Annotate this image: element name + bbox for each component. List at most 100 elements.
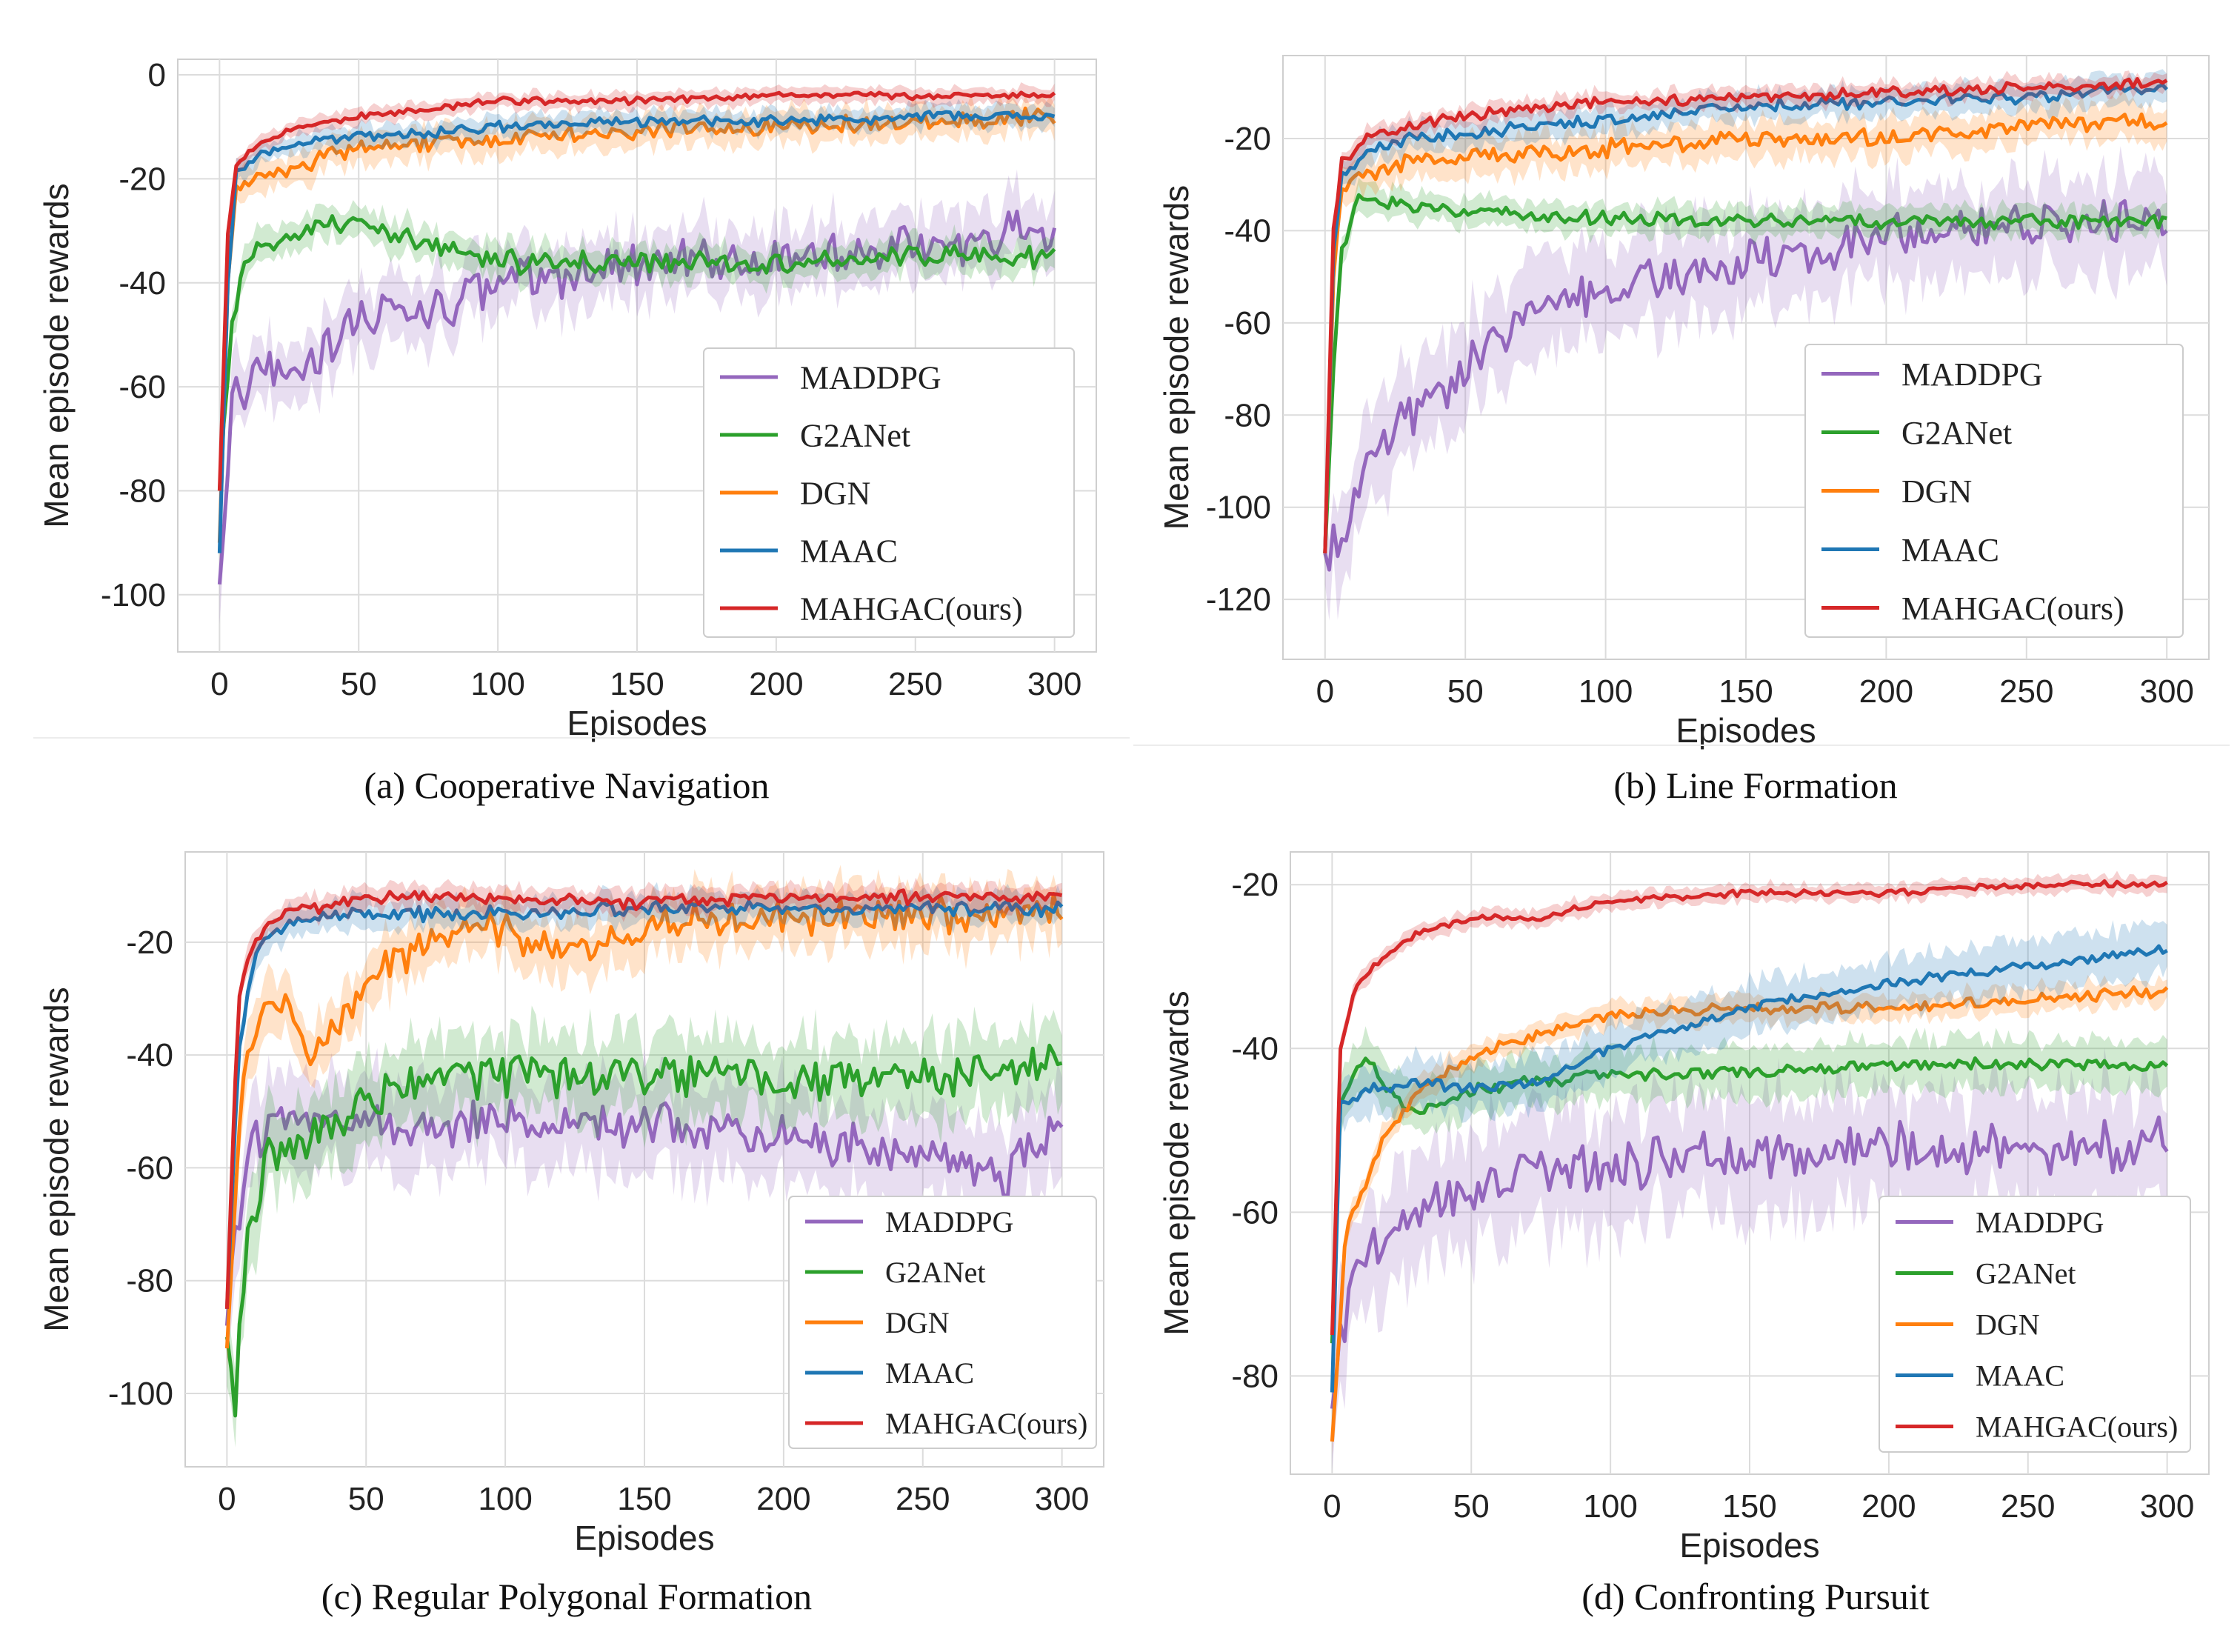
- plot-series-group: [1330, 870, 2169, 1471]
- y-tick-label: -80: [1231, 1358, 1279, 1394]
- y-tick-label: -20: [126, 925, 173, 961]
- series-line-maac: [217, 110, 1056, 553]
- divider: [33, 737, 1130, 739]
- x-tick-label: 0: [1316, 673, 1334, 710]
- y-axis-label: Mean episode rewards: [37, 987, 76, 1331]
- legend-label-mahgac-ours: MAHGAC(ours): [1901, 590, 2124, 627]
- caption-d: (d) Confronting Pursuit: [1581, 1576, 1930, 1617]
- y-tick-label: -80: [119, 473, 166, 509]
- legend-label-dgn: DGN: [800, 475, 870, 511]
- x-tick-label: 100: [470, 666, 524, 702]
- y-tick-label: -100: [1206, 490, 1271, 526]
- legend-label-maddpg: MADDPG: [885, 1205, 1013, 1239]
- legend-label-g2anet: G2ANet: [885, 1256, 986, 1289]
- series-line-mahgac-ours: [1323, 77, 2168, 553]
- series-line-maddpg: [1330, 1115, 2169, 1409]
- x-tick-label: 200: [749, 666, 803, 702]
- series-line-dgn: [217, 106, 1056, 543]
- x-tick-label: 50: [1447, 673, 1484, 710]
- x-tick-label: 150: [610, 666, 664, 702]
- y-tick-label: -100: [101, 577, 166, 613]
- x-tick-label: 150: [1722, 1488, 1776, 1525]
- x-tick-label: 100: [1583, 1488, 1637, 1525]
- y-tick-label: -40: [1231, 1030, 1279, 1067]
- y-tick-label: -60: [126, 1150, 173, 1186]
- legend-label-maac: MAAC: [885, 1356, 974, 1390]
- series-line-g2anet: [217, 214, 1056, 491]
- x-tick-label: 200: [1861, 1488, 1916, 1525]
- legend-box: [703, 347, 1075, 638]
- x-tick-label: 250: [888, 666, 942, 702]
- legend-label-g2anet: G2ANet: [800, 417, 910, 453]
- x-tick-label: 300: [1027, 666, 1081, 702]
- series-line-g2anet: [1330, 1056, 2169, 1344]
- legend-box: [788, 1196, 1097, 1449]
- caption-c: (c) Regular Polygonal Formation: [321, 1576, 813, 1617]
- series-band-maddpg: [219, 169, 1055, 625]
- series-line-dgn: [1323, 112, 2168, 553]
- series-band-maac: [1324, 69, 2167, 567]
- x-tick-label: 100: [1579, 673, 1633, 710]
- series-line-g2anet: [224, 1043, 1063, 1418]
- y-tick-label: -60: [119, 369, 166, 405]
- series-band-maac: [227, 882, 1062, 1326]
- y-axis-label: Mean episode rewards: [37, 183, 76, 527]
- y-tick-label: -60: [1231, 1194, 1279, 1230]
- series-band-mahgac-ours: [1324, 70, 2167, 567]
- series-line-maddpg: [217, 209, 1057, 584]
- series-line-mahgac-ours: [224, 888, 1063, 1309]
- series-band-mahgac-ours: [219, 82, 1055, 500]
- series-band-g2anet: [227, 1002, 1062, 1448]
- series-band-maac: [1332, 919, 2167, 1427]
- y-axis-label: Mean episode rewards: [1157, 185, 1196, 530]
- legend-label-g2anet: G2ANet: [1901, 415, 2012, 451]
- x-tick-label: 250: [2001, 1488, 2055, 1525]
- legend-label-maac: MAAC: [800, 533, 898, 569]
- series-line-maac: [1330, 944, 2168, 1393]
- caption-a: (a) Cooperative Navigation: [364, 765, 770, 806]
- x-tick-label: 300: [1035, 1481, 1089, 1517]
- x-axis-label: Episodes: [574, 1519, 714, 1557]
- x-tick-label: 50: [348, 1481, 384, 1517]
- legend-label-mahgac-ours: MAHGAC(ours): [800, 590, 1023, 627]
- legend-label-dgn: DGN: [1976, 1308, 2040, 1342]
- y-tick-label: -80: [1224, 397, 1271, 433]
- y-tick-label: -40: [119, 265, 166, 302]
- x-tick-label: 0: [218, 1481, 236, 1517]
- series-band-g2anet: [1332, 1026, 2167, 1359]
- x-tick-label: 100: [478, 1481, 532, 1517]
- legend-label-dgn: DGN: [1901, 473, 1972, 510]
- x-axis-label: Episodes: [1679, 1526, 1819, 1565]
- x-tick-label: 50: [341, 666, 377, 702]
- chart-panel-c: 0 50 100 150 200 250 300 -20 -40 -60 -80 -100 Episod…: [37, 851, 1104, 1557]
- x-tick-label: 0: [1323, 1488, 1341, 1525]
- x-tick-label: 0: [210, 666, 228, 702]
- x-axis-label: Episodes: [1676, 711, 1816, 750]
- caption-b: (b) Line Formation: [1613, 765, 1898, 806]
- series-band-dgn: [1324, 91, 2167, 565]
- y-axis-label: Mean episode rewards: [1157, 990, 1196, 1335]
- chart-panel-b: 0 50 100 150 200 250 300 -20 -40 -60 -80 -100 -120 Ep…: [1157, 55, 2210, 750]
- y-tick-label: -40: [126, 1037, 173, 1073]
- y-tick-label: 0: [148, 57, 166, 93]
- legend-label-maddpg: MADDPG: [1976, 1206, 2104, 1239]
- x-axis-label: Episodes: [567, 704, 707, 742]
- legend-label-maddpg: MADDPG: [1901, 356, 2043, 393]
- series-band-maddpg: [1324, 146, 2167, 621]
- y-tick-label: -60: [1224, 305, 1271, 342]
- legend-label-maddpg: MADDPG: [800, 359, 941, 396]
- legend-label-mahgac-ours: MAHGAC(ours): [1976, 1410, 2178, 1444]
- series-line-g2anet: [1323, 193, 2167, 554]
- series-line-maac: [1323, 83, 2169, 553]
- series-line-mahgac-ours: [1330, 879, 2168, 1336]
- x-tick-label: 300: [2140, 1488, 2194, 1525]
- x-tick-label: 250: [896, 1481, 950, 1517]
- series-band-g2anet: [219, 200, 1055, 504]
- x-tick-label: 150: [1719, 673, 1773, 710]
- legend-label-g2anet: G2ANet: [1976, 1257, 2076, 1290]
- y-tick-label: -20: [119, 161, 166, 197]
- y-tick-label: -80: [126, 1263, 173, 1299]
- divider: [1133, 745, 2230, 746]
- legend-label-dgn: DGN: [885, 1306, 950, 1339]
